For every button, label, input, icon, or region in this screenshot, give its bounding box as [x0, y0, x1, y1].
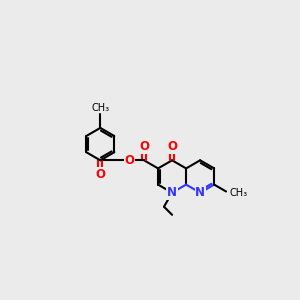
- Text: N: N: [167, 186, 177, 199]
- Text: CH₃: CH₃: [91, 103, 110, 113]
- Text: O: O: [124, 154, 134, 167]
- Text: O: O: [139, 140, 149, 153]
- Text: CH₃: CH₃: [229, 188, 247, 198]
- Text: N: N: [195, 186, 205, 199]
- Text: O: O: [167, 140, 177, 153]
- Text: O: O: [95, 168, 105, 181]
